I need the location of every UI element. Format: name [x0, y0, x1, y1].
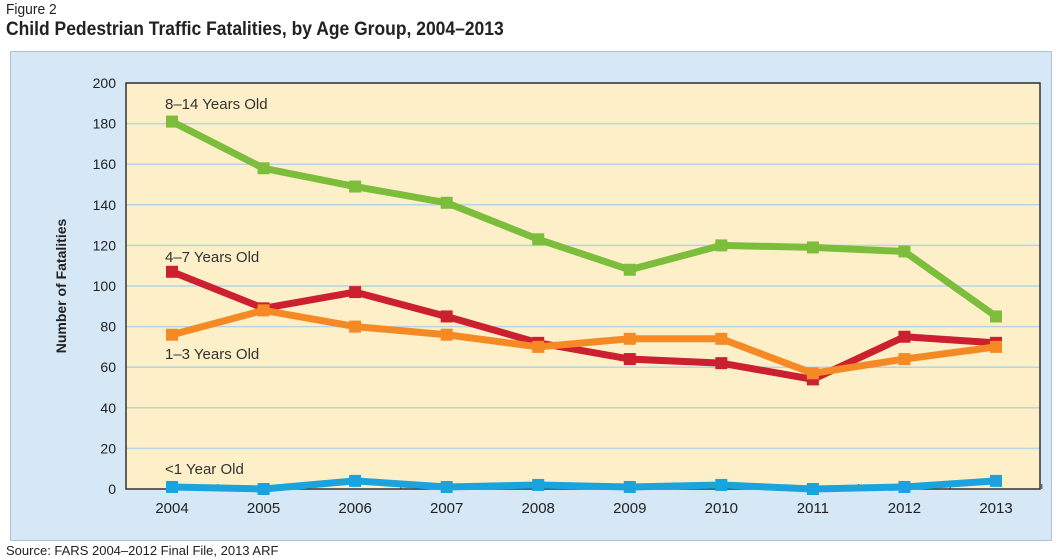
- data-point: [990, 310, 1002, 323]
- x-tick-label: 2013: [979, 500, 1012, 517]
- x-tick-label: 2004: [155, 500, 188, 517]
- series-line: [171, 306, 997, 377]
- x-tick-label: 2006: [338, 500, 371, 517]
- x-tick-label: 2012: [888, 500, 921, 517]
- data-point: [715, 478, 728, 491]
- y-tick-label: 120: [93, 237, 117, 253]
- y-tick-label: 200: [93, 75, 117, 91]
- chart-title: Child Pedestrian Traffic Fatalities, by …: [6, 19, 504, 40]
- data-point: [349, 286, 362, 299]
- y-tick-label: 20: [100, 440, 116, 456]
- data-point: [440, 328, 453, 341]
- series-line: [171, 477, 997, 493]
- y-tick-label: 100: [93, 278, 117, 294]
- figure-label: Figure 2: [6, 1, 57, 18]
- data-point: [532, 478, 545, 491]
- data-point: [349, 320, 362, 333]
- y-axis-label: Number of Fatalities: [53, 219, 69, 354]
- y-tick-label: 180: [93, 116, 117, 132]
- series-line: [170, 118, 999, 320]
- data-point: [623, 480, 636, 493]
- data-point: [623, 353, 636, 366]
- series-label: 4–7 Years Old: [165, 249, 259, 266]
- source-note: Source: FARS 2004–2012 Final File, 2013 …: [6, 543, 279, 558]
- y-tick-label: 0: [108, 481, 116, 497]
- data-point: [990, 474, 1002, 487]
- data-point: [715, 357, 728, 370]
- data-point: [898, 480, 911, 493]
- y-tick-label: 80: [100, 319, 116, 335]
- data-point: [166, 328, 178, 341]
- y-tick-label: 60: [100, 359, 116, 375]
- data-point: [806, 483, 819, 495]
- data-point: [623, 332, 636, 345]
- data-point: [990, 340, 1002, 353]
- series-0: 8–14 Years Old: [165, 96, 1002, 323]
- data-point: [166, 480, 178, 493]
- data-point: [532, 233, 545, 246]
- data-point: [623, 263, 636, 276]
- data-point: [440, 196, 453, 209]
- x-tick-label: 2007: [430, 500, 463, 517]
- data-point: [440, 480, 453, 493]
- data-point: [349, 180, 362, 193]
- data-point: [349, 474, 362, 487]
- series-label: <1 Year Old: [165, 461, 244, 478]
- x-tick-label: 2008: [522, 500, 555, 517]
- x-tick-label: 2010: [705, 500, 738, 517]
- y-tick-label: 40: [100, 400, 116, 416]
- data-point: [257, 304, 270, 317]
- y-tick-label: 160: [93, 156, 117, 172]
- x-tick-label: 2011: [797, 500, 829, 517]
- data-point: [257, 483, 270, 495]
- series-label: 1–3 Years Old: [165, 346, 259, 363]
- series-2: 1–3 Years Old: [165, 304, 1002, 380]
- data-point: [532, 340, 545, 353]
- series-1: 4–7 Years Old: [165, 249, 1002, 386]
- data-point: [440, 310, 453, 323]
- data-point: [166, 265, 178, 278]
- series-label: 8–14 Years Old: [165, 96, 268, 113]
- y-tick-label: 140: [93, 197, 117, 213]
- series-3: <1 Year Old: [165, 461, 1002, 495]
- data-point: [806, 241, 819, 254]
- data-point: [257, 162, 270, 175]
- data-point: [806, 367, 819, 380]
- data-point: [898, 245, 911, 258]
- x-tick-label: 2009: [613, 500, 646, 517]
- data-point: [715, 239, 728, 252]
- data-point: [898, 330, 911, 343]
- series-line: [170, 268, 997, 383]
- x-tick-label: 2005: [247, 500, 280, 517]
- data-point: [166, 115, 178, 128]
- data-point: [715, 332, 728, 345]
- data-point: [898, 353, 911, 366]
